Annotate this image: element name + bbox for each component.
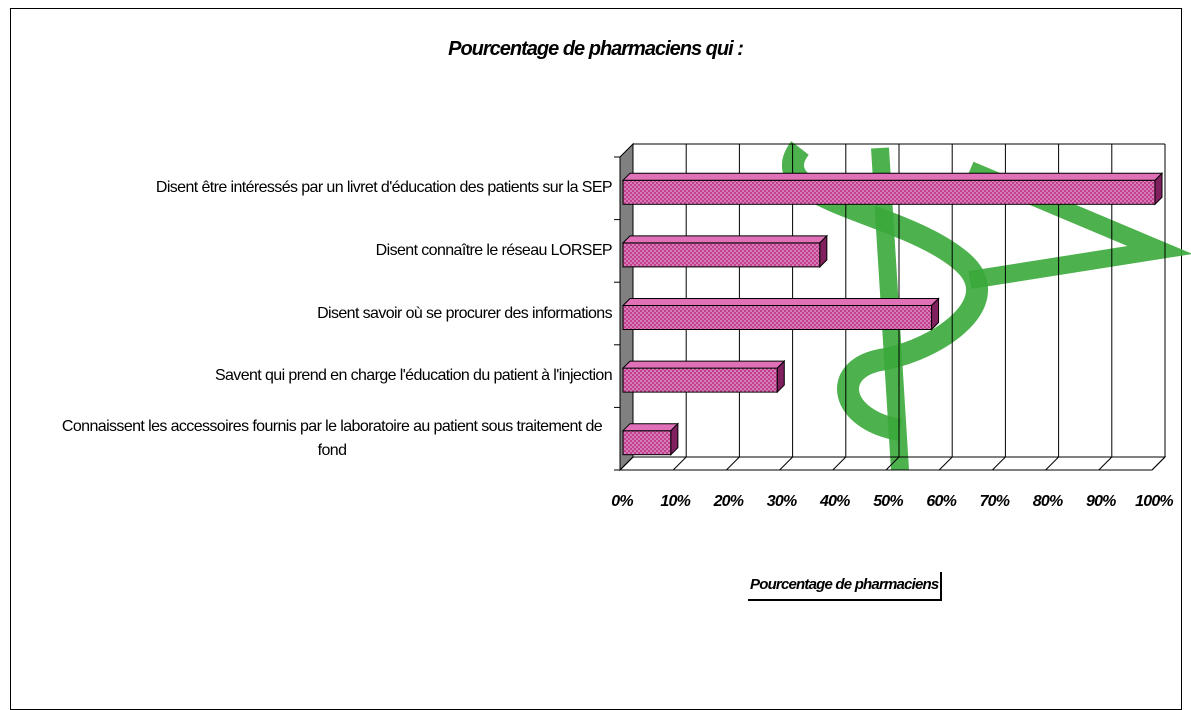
bar-top bbox=[621, 172, 1164, 181]
bar-front bbox=[622, 367, 778, 393]
floor-line bbox=[832, 456, 847, 471]
floor-line bbox=[779, 456, 793, 471]
bar bbox=[621, 422, 680, 456]
bar-top bbox=[621, 360, 786, 369]
floor-line bbox=[938, 456, 953, 471]
bar bbox=[621, 297, 940, 331]
bar-side bbox=[931, 297, 940, 331]
bar-front bbox=[622, 179, 1156, 205]
bar-side bbox=[1154, 172, 1163, 206]
floor-line bbox=[726, 456, 740, 471]
y-tick-label: Disent être intéressés par un livret d'é… bbox=[52, 176, 613, 200]
bar-side bbox=[819, 234, 828, 269]
y-tick-label: Disent connaître le réseau LORSEP bbox=[52, 239, 613, 263]
bar bbox=[621, 234, 829, 269]
category-text: Disent être intéressés par un livret d'é… bbox=[155, 179, 613, 197]
x-tick-label: 0% bbox=[611, 493, 633, 510]
floor-line bbox=[1045, 456, 1059, 471]
bar-top bbox=[621, 235, 829, 244]
chart-title: Pourcentage de pharmaciens qui : bbox=[448, 38, 744, 60]
bar-front bbox=[622, 430, 672, 456]
bar-side bbox=[670, 422, 679, 456]
x-tick-label: 80% bbox=[1033, 493, 1063, 510]
y-tick-label: Disent savoir où se procurer des informa… bbox=[52, 302, 613, 326]
x-tick-label: 40% bbox=[819, 493, 850, 510]
category-text: Disent connaître le réseau LORSEP bbox=[375, 241, 613, 259]
x-tick-label: 100% bbox=[1135, 493, 1173, 510]
floor-line bbox=[619, 456, 634, 471]
x-tick-label: 90% bbox=[1086, 493, 1116, 510]
x-tick-label: 60% bbox=[926, 493, 956, 510]
x-axis-title: Pourcentage de pharmaciens bbox=[748, 572, 943, 601]
x-tick-label: 30% bbox=[767, 493, 797, 510]
bar-top bbox=[621, 298, 940, 306]
bar-front bbox=[622, 242, 821, 268]
bar-front bbox=[622, 305, 933, 330]
page: Pourcentage de pharmaciens qui : 0% 10% 20… bbox=[10, 8, 1191, 710]
bar-side bbox=[776, 359, 785, 394]
y-tick-label: Connaissent les accessoires fournis par … bbox=[52, 415, 612, 463]
y-tick-label: Savent qui prend en charge l'éducation d… bbox=[52, 364, 613, 388]
floor-line bbox=[1151, 456, 1166, 471]
category-text: Connaissent les accessoires fournis par … bbox=[61, 417, 603, 459]
floor-line bbox=[885, 456, 900, 471]
bar bbox=[621, 172, 1164, 206]
floor-line bbox=[992, 456, 1006, 471]
category-text: Disent savoir où se procurer des informa… bbox=[317, 304, 613, 322]
category-text: Savent qui prend en charge l'éducation d… bbox=[214, 367, 613, 385]
floor-line bbox=[1098, 456, 1113, 471]
bar bbox=[621, 359, 786, 394]
x-tick-label: 20% bbox=[713, 493, 744, 510]
x-tick-label: 50% bbox=[873, 493, 903, 510]
floor-line bbox=[672, 456, 687, 471]
x-tick-label: 10% bbox=[660, 493, 690, 510]
chart: 0% 10% 20% 30% 40% 50% 60% 70% 80% 90% 100% bbox=[611, 141, 1191, 510]
x-tick-label: 70% bbox=[980, 493, 1010, 510]
bar-top bbox=[621, 423, 680, 432]
